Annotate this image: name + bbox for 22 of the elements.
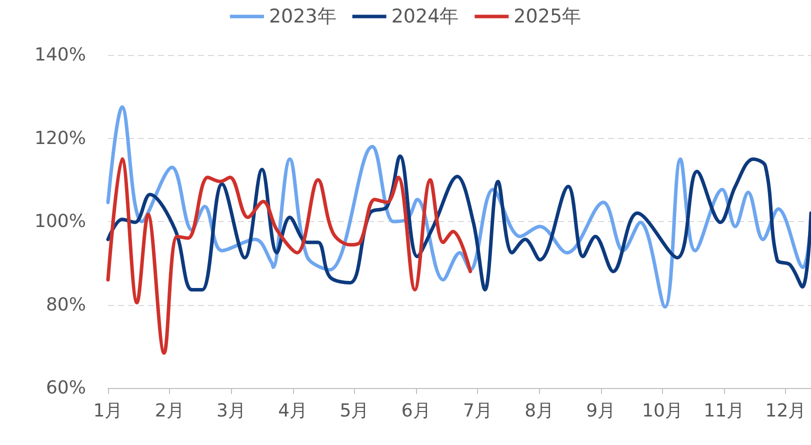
x-tick-label: 7月 <box>462 400 492 422</box>
y-tick-label: 60% <box>46 378 86 398</box>
y-tick-label: 140% <box>34 44 86 66</box>
x-tick-label: 10月 <box>642 400 683 422</box>
legend-label: 2023年 <box>268 6 336 28</box>
x-tick-label: 2月 <box>154 400 184 422</box>
x-tick-label: 1月 <box>93 400 123 422</box>
legend-label: 2025年 <box>514 6 582 28</box>
line-series <box>106 154 811 292</box>
x-tick-label: 3月 <box>216 400 246 422</box>
line-series <box>106 157 472 355</box>
x-tick-label: 5月 <box>340 400 370 422</box>
legend-label: 2024年 <box>391 6 459 28</box>
x-tick-label: 6月 <box>401 400 431 422</box>
x-tick-label: 9月 <box>586 400 616 422</box>
x-tick-label: 12月 <box>765 400 806 422</box>
y-tick-label: 80% <box>46 294 86 316</box>
y-tick-label: 120% <box>34 128 86 149</box>
y-tick-label: 100% <box>34 211 86 232</box>
x-tick-label: 11月 <box>704 400 745 422</box>
x-tick-label: 8月 <box>524 400 554 422</box>
x-tick-label: 4月 <box>278 400 308 422</box>
